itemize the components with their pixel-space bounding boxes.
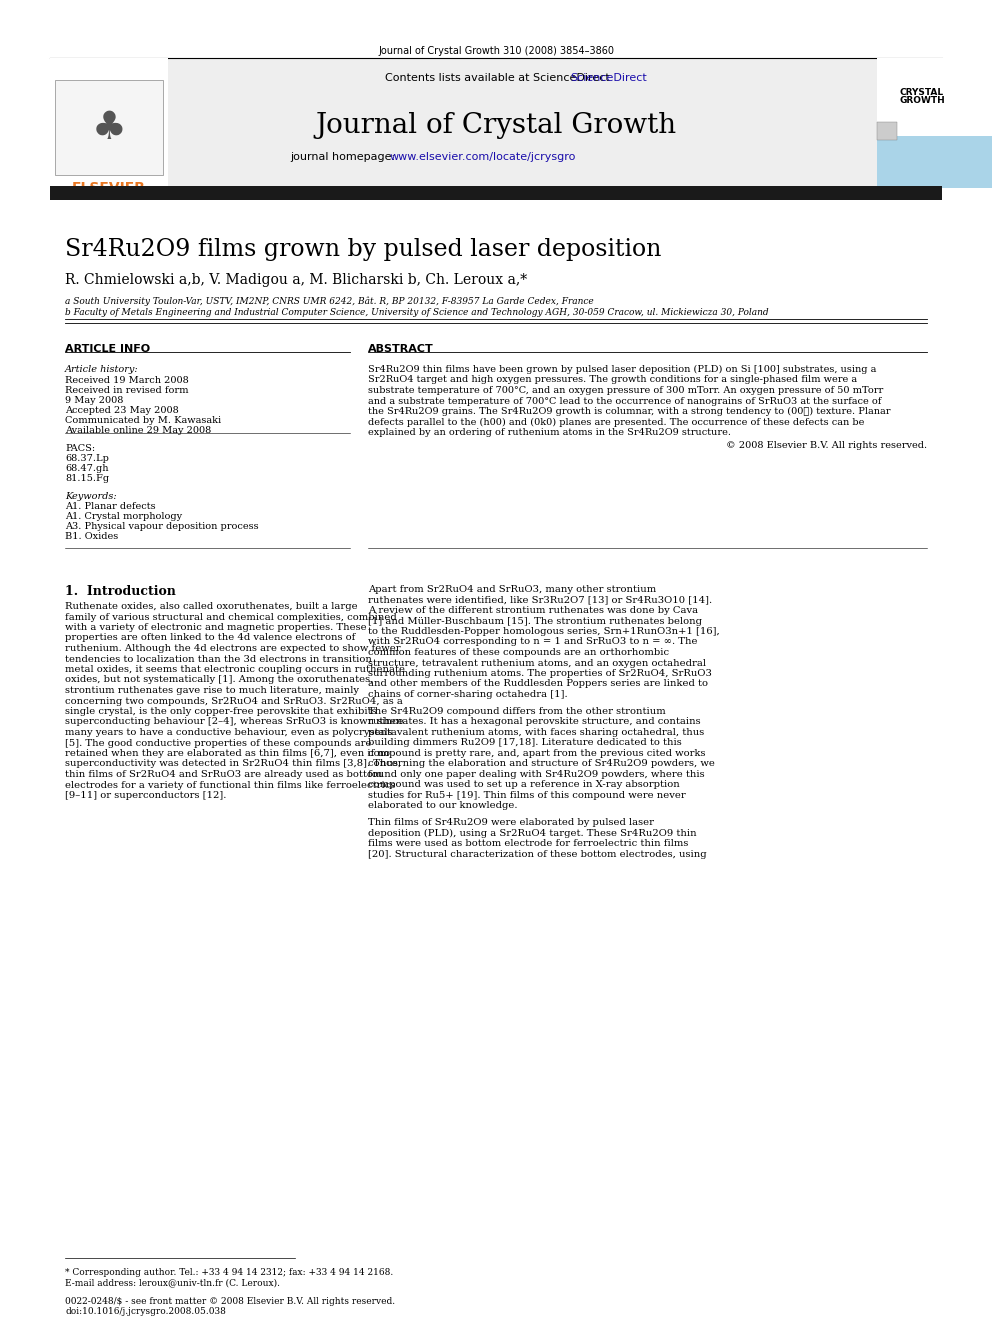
Text: deposition (PLD), using a Sr2RuO4 target. These Sr4Ru2O9 thin: deposition (PLD), using a Sr2RuO4 target… bbox=[368, 828, 696, 837]
Text: with a variety of electronic and magnetic properties. These: with a variety of electronic and magneti… bbox=[65, 623, 367, 632]
Text: ScienceDirect: ScienceDirect bbox=[570, 73, 647, 83]
Text: ruthenates. It has a hexagonal perovskite structure, and contains: ruthenates. It has a hexagonal perovskit… bbox=[368, 717, 700, 726]
Bar bbox=[877, 136, 992, 188]
Text: thin films of Sr2RuO4 and SrRuO3 are already used as bottom: thin films of Sr2RuO4 and SrRuO3 are alr… bbox=[65, 770, 382, 779]
Text: structure, tetravalent ruthenium atoms, and an oxygen octahedral: structure, tetravalent ruthenium atoms, … bbox=[368, 659, 706, 668]
Text: elaborated to our knowledge.: elaborated to our knowledge. bbox=[368, 802, 518, 810]
Bar bbox=[55, 79, 163, 175]
Text: Available online 29 May 2008: Available online 29 May 2008 bbox=[65, 426, 211, 435]
Bar bbox=[50, 58, 168, 188]
Text: Article history:: Article history: bbox=[65, 365, 139, 374]
Text: oxides, but not systematically [1]. Among the oxoruthenates,: oxides, but not systematically [1]. Amon… bbox=[65, 676, 373, 684]
Text: properties are often linked to the 4d valence electrons of: properties are often linked to the 4d va… bbox=[65, 634, 355, 643]
Text: Journal of Crystal Growth 310 (2008) 3854–3860: Journal of Crystal Growth 310 (2008) 385… bbox=[378, 46, 614, 56]
Text: electrodes for a variety of functional thin films like ferroelectrics: electrodes for a variety of functional t… bbox=[65, 781, 396, 790]
Text: ELSEVIER: ELSEVIER bbox=[72, 181, 146, 194]
Text: a South University Toulon-Var, USTV, IM2NP, CNRS UMR 6242, Bât. R, BP 20132, F-8: a South University Toulon-Var, USTV, IM2… bbox=[65, 296, 594, 306]
Text: journal homepage:: journal homepage: bbox=[290, 152, 399, 161]
Text: 68.37.Lp: 68.37.Lp bbox=[65, 454, 109, 463]
Text: [5]. The good conductive properties of these compounds are: [5]. The good conductive properties of t… bbox=[65, 738, 371, 747]
Text: © 2008 Elsevier B.V. All rights reserved.: © 2008 Elsevier B.V. All rights reserved… bbox=[726, 442, 927, 451]
Text: concerning two compounds, Sr2RuO4 and SrRuO3. Sr2RuO4, as a: concerning two compounds, Sr2RuO4 and Sr… bbox=[65, 696, 403, 705]
Text: compound was used to set up a reference in X-ray absorption: compound was used to set up a reference … bbox=[368, 781, 680, 790]
Text: found only one paper dealing with Sr4Ru2O9 powders, where this: found only one paper dealing with Sr4Ru2… bbox=[368, 770, 704, 779]
Text: the Sr4Ru2O9 grains. The Sr4Ru2O9 growth is columnar, with a strong tendency to : the Sr4Ru2O9 grains. The Sr4Ru2O9 growth… bbox=[368, 407, 891, 417]
Text: substrate temperature of 700°C, and an oxygen pressure of 300 mTorr. An oxygen p: substrate temperature of 700°C, and an o… bbox=[368, 386, 883, 396]
Text: Sr2RuO4 target and high oxygen pressures. The growth conditions for a single-pha: Sr2RuO4 target and high oxygen pressures… bbox=[368, 376, 857, 385]
Text: Communicated by M. Kawasaki: Communicated by M. Kawasaki bbox=[65, 415, 221, 425]
Text: building dimmers Ru2O9 [17,18]. Literature dedicated to this: building dimmers Ru2O9 [17,18]. Literatu… bbox=[368, 738, 682, 747]
Text: Sr4Ru2O9 films grown by pulsed laser deposition: Sr4Ru2O9 films grown by pulsed laser dep… bbox=[65, 238, 662, 261]
Text: B1. Oxides: B1. Oxides bbox=[65, 532, 118, 541]
Text: single crystal, is the only copper-free perovskite that exhibits: single crystal, is the only copper-free … bbox=[65, 706, 377, 716]
Text: doi:10.1016/j.jcrysgro.2008.05.038: doi:10.1016/j.jcrysgro.2008.05.038 bbox=[65, 1307, 226, 1316]
Text: www.elsevier.com/locate/jcrysgro: www.elsevier.com/locate/jcrysgro bbox=[390, 152, 576, 161]
Text: ABSTRACT: ABSTRACT bbox=[368, 344, 434, 355]
Text: metal oxides, it seems that electronic coupling occurs in ruthenate: metal oxides, it seems that electronic c… bbox=[65, 665, 405, 673]
Text: E-mail address: leroux@univ-tln.fr (C. Leroux).: E-mail address: leroux@univ-tln.fr (C. L… bbox=[65, 1278, 280, 1287]
Text: compound is pretty rare, and, apart from the previous cited works: compound is pretty rare, and, apart from… bbox=[368, 749, 705, 758]
Text: surrounding ruthenium atoms. The properties of Sr2RuO4, SrRuO3: surrounding ruthenium atoms. The propert… bbox=[368, 669, 712, 677]
Text: to the Ruddlesden-Popper homologous series, Srn+1RunO3n+1 [16],: to the Ruddlesden-Popper homologous seri… bbox=[368, 627, 720, 636]
Text: [1] and Müller-Buschbaum [15]. The strontium ruthenates belong: [1] and Müller-Buschbaum [15]. The stron… bbox=[368, 617, 702, 626]
Text: 68.47.gh: 68.47.gh bbox=[65, 464, 108, 474]
Bar bbox=[877, 122, 897, 140]
Text: A1. Crystal morphology: A1. Crystal morphology bbox=[65, 512, 183, 521]
Text: pentavalent ruthenium atoms, with faces sharing octahedral, thus: pentavalent ruthenium atoms, with faces … bbox=[368, 728, 704, 737]
Text: ♣: ♣ bbox=[91, 108, 126, 147]
Text: 0022-0248/$ - see front matter © 2008 Elsevier B.V. All rights reserved.: 0022-0248/$ - see front matter © 2008 El… bbox=[65, 1297, 395, 1306]
Text: Contents lists available at ScienceDirect: Contents lists available at ScienceDirec… bbox=[385, 73, 613, 83]
Text: many years to have a conductive behaviour, even as polycrystals: many years to have a conductive behaviou… bbox=[65, 728, 393, 737]
Text: and other members of the Ruddlesden Poppers series are linked to: and other members of the Ruddlesden Popp… bbox=[368, 680, 708, 688]
Text: studies for Ru5+ [19]. Thin films of this compound were never: studies for Ru5+ [19]. Thin films of thi… bbox=[368, 791, 685, 800]
Bar bbox=[50, 58, 890, 188]
Text: 1.  Introduction: 1. Introduction bbox=[65, 585, 176, 598]
Text: R. Chmielowski a,b, V. Madigou a, M. Blicharski b, Ch. Leroux a,*: R. Chmielowski a,b, V. Madigou a, M. Bli… bbox=[65, 273, 527, 287]
Text: ruthenium. Although the 4d electrons are expected to show fewer: ruthenium. Although the 4d electrons are… bbox=[65, 644, 401, 654]
Text: retained when they are elaborated as thin films [6,7], even if no: retained when they are elaborated as thi… bbox=[65, 749, 390, 758]
Text: strontium ruthenates gave rise to much literature, mainly: strontium ruthenates gave rise to much l… bbox=[65, 687, 359, 695]
Text: A3. Physical vapour deposition process: A3. Physical vapour deposition process bbox=[65, 523, 259, 531]
Text: GROWTH: GROWTH bbox=[900, 97, 945, 105]
Text: 81.15.Fg: 81.15.Fg bbox=[65, 474, 109, 483]
Text: common features of these compounds are an orthorhombic: common features of these compounds are a… bbox=[368, 648, 670, 658]
Text: b Faculty of Metals Engineering and Industrial Computer Science, University of S: b Faculty of Metals Engineering and Indu… bbox=[65, 308, 769, 318]
Text: with Sr2RuO4 corresponding to n = 1 and SrRuO3 to n = ∞. The: with Sr2RuO4 corresponding to n = 1 and … bbox=[368, 638, 697, 647]
Text: CRYSTAL: CRYSTAL bbox=[900, 89, 944, 97]
Bar bbox=[877, 58, 992, 188]
Text: Thin films of Sr4Ru2O9 were elaborated by pulsed laser: Thin films of Sr4Ru2O9 were elaborated b… bbox=[368, 818, 654, 827]
Text: The Sr4Ru2O9 compound differs from the other strontium: The Sr4Ru2O9 compound differs from the o… bbox=[368, 706, 666, 716]
Text: Ruthenate oxides, also called oxoruthenates, built a large: Ruthenate oxides, also called oxoruthena… bbox=[65, 602, 358, 611]
Text: concerning the elaboration and structure of Sr4Ru2O9 powders, we: concerning the elaboration and structure… bbox=[368, 759, 715, 769]
Text: family of various structural and chemical complexities, combined: family of various structural and chemica… bbox=[65, 613, 397, 622]
Text: [9–11] or superconductors [12].: [9–11] or superconductors [12]. bbox=[65, 791, 226, 800]
Text: Accepted 23 May 2008: Accepted 23 May 2008 bbox=[65, 406, 179, 415]
Text: [20]. Structural characterization of these bottom electrodes, using: [20]. Structural characterization of the… bbox=[368, 849, 706, 859]
Text: Sr4Ru2O9 thin films have been grown by pulsed laser deposition (PLD) on Si [100]: Sr4Ru2O9 thin films have been grown by p… bbox=[368, 365, 876, 374]
Text: Received in revised form: Received in revised form bbox=[65, 386, 188, 396]
Text: Keywords:: Keywords: bbox=[65, 492, 117, 501]
Text: defects parallel to the (h00) and (0k0) planes are presented. The occurrence of : defects parallel to the (h00) and (0k0) … bbox=[368, 418, 864, 426]
Text: and a substrate temperature of 700°C lead to the occurrence of nanograins of SrR: and a substrate temperature of 700°C lea… bbox=[368, 397, 881, 406]
Text: Received 19 March 2008: Received 19 March 2008 bbox=[65, 376, 188, 385]
Bar bbox=[50, 187, 942, 200]
Text: Journal of Crystal Growth: Journal of Crystal Growth bbox=[315, 112, 677, 139]
Text: A1. Planar defects: A1. Planar defects bbox=[65, 501, 156, 511]
Text: films were used as bottom electrode for ferroelectric thin films: films were used as bottom electrode for … bbox=[368, 839, 688, 848]
Text: superconductivity was detected in Sr2RuO4 thin films [3,8]. Thus,: superconductivity was detected in Sr2RuO… bbox=[65, 759, 401, 769]
Text: ruthenates were identified, like Sr3Ru2O7 [13] or Sr4Ru3O10 [14].: ruthenates were identified, like Sr3Ru2O… bbox=[368, 595, 712, 605]
Text: explained by an ordering of ruthenium atoms in the Sr4Ru2O9 structure.: explained by an ordering of ruthenium at… bbox=[368, 429, 731, 437]
Text: chains of corner-sharing octahedra [1].: chains of corner-sharing octahedra [1]. bbox=[368, 691, 567, 699]
Text: ARTICLE INFO: ARTICLE INFO bbox=[65, 344, 150, 355]
Text: Apart from Sr2RuO4 and SrRuO3, many other strontium: Apart from Sr2RuO4 and SrRuO3, many othe… bbox=[368, 585, 657, 594]
Text: * Corresponding author. Tel.: +33 4 94 14 2312; fax: +33 4 94 14 2168.: * Corresponding author. Tel.: +33 4 94 1… bbox=[65, 1267, 393, 1277]
Text: tendencies to localization than the 3d electrons in transition: tendencies to localization than the 3d e… bbox=[65, 655, 372, 664]
Text: superconducting behaviour [2–4], whereas SrRuO3 is known since: superconducting behaviour [2–4], whereas… bbox=[65, 717, 404, 726]
Text: 9 May 2008: 9 May 2008 bbox=[65, 396, 123, 405]
Text: A review of the different strontium ruthenates was done by Cava: A review of the different strontium ruth… bbox=[368, 606, 698, 615]
Text: PACS:: PACS: bbox=[65, 445, 95, 452]
